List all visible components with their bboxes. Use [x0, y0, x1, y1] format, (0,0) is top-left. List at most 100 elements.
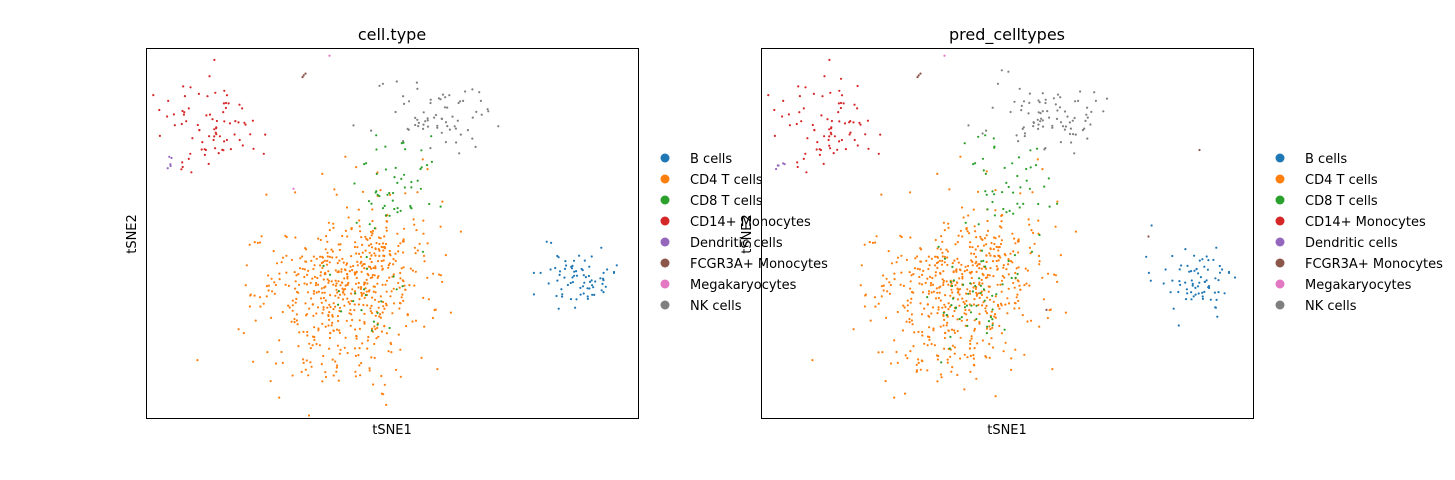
data-point [344, 229, 347, 232]
data-point [361, 243, 364, 246]
data-point [900, 254, 903, 257]
data-point [295, 274, 298, 277]
data-point [767, 94, 770, 97]
data-point [601, 282, 604, 285]
data-point [187, 157, 190, 160]
data-point [959, 336, 962, 339]
data-point [1171, 254, 1174, 258]
data-point [916, 76, 919, 79]
data-point [363, 267, 366, 270]
data-point [359, 230, 362, 233]
data-point [358, 219, 361, 222]
data-point [471, 116, 474, 119]
data-point [828, 128, 831, 131]
data-point [309, 281, 312, 284]
data-point [218, 135, 221, 138]
data-point [357, 281, 360, 285]
data-point [265, 295, 268, 298]
data-point [312, 292, 315, 295]
data-point [940, 235, 943, 238]
data-point [299, 257, 302, 260]
data-point [414, 252, 417, 255]
data-point [379, 189, 382, 192]
data-point [374, 291, 377, 294]
data-point [932, 283, 935, 286]
data-point [402, 95, 405, 98]
data-point [915, 369, 919, 372]
data-point [951, 284, 954, 288]
data-point [436, 124, 439, 127]
data-point [340, 268, 343, 271]
data-point [354, 282, 358, 285]
data-point [1028, 284, 1031, 287]
data-point [1012, 281, 1015, 285]
data-point [935, 261, 939, 265]
data-point [339, 348, 342, 351]
data-point [946, 361, 949, 364]
data-point [909, 301, 912, 304]
data-point [377, 236, 381, 239]
data-point [1024, 267, 1027, 270]
data-point [1193, 269, 1196, 272]
legend-marker [660, 258, 670, 268]
data-point [399, 271, 402, 275]
data-point [403, 284, 406, 287]
data-point [815, 148, 818, 151]
legend-label: B cells [1305, 152, 1347, 167]
data-point [398, 307, 401, 310]
data-point [448, 128, 451, 131]
data-point [961, 275, 964, 278]
data-point [471, 137, 474, 140]
data-point [942, 314, 945, 318]
data-point [370, 243, 373, 246]
data-point [302, 330, 305, 333]
data-point [1041, 168, 1044, 171]
data-point [959, 229, 963, 232]
data-point [1086, 106, 1089, 109]
data-point [238, 103, 241, 106]
data-point [1188, 270, 1191, 273]
data-point [564, 260, 567, 263]
data-point [1068, 121, 1071, 124]
data-point [830, 119, 834, 123]
data-point [366, 304, 369, 307]
data-point [1074, 133, 1077, 136]
data-point [330, 280, 333, 283]
data-point [213, 128, 216, 131]
data-point [880, 295, 883, 298]
data-point [956, 241, 959, 244]
data-point [331, 256, 334, 259]
data-point [975, 236, 978, 239]
data-point [1013, 286, 1016, 289]
data-point [291, 374, 294, 377]
data-point [981, 132, 984, 135]
data-point [380, 392, 383, 395]
data-point [425, 164, 429, 167]
data-point [592, 286, 595, 289]
data-point [374, 328, 377, 331]
data-point [345, 206, 349, 209]
data-point [895, 261, 898, 264]
data-point [880, 285, 884, 288]
data-point [367, 265, 371, 268]
data-point [882, 289, 885, 292]
data-point [981, 157, 985, 160]
data-point [330, 324, 333, 327]
points-layer [767, 54, 1237, 399]
data-point [272, 250, 275, 253]
data-point [893, 272, 896, 275]
data-point [1029, 166, 1032, 169]
data-point [970, 337, 973, 340]
data-point [958, 277, 961, 280]
data-point [407, 128, 410, 131]
data-point [298, 267, 302, 270]
data-point [936, 256, 940, 259]
data-point [354, 292, 357, 295]
data-point [1061, 125, 1065, 128]
data-point [888, 292, 892, 295]
data-point [581, 269, 584, 272]
data-point [386, 220, 389, 223]
data-point [429, 101, 432, 105]
data-point [545, 240, 548, 243]
data-point [970, 304, 973, 307]
